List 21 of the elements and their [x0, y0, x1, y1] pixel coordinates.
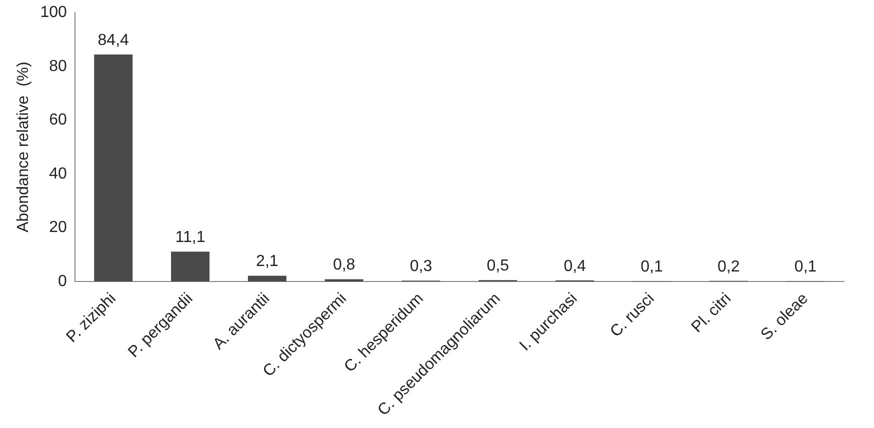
y-tick-label: 100	[40, 4, 67, 22]
x-tick-label: Pl. citri	[688, 290, 735, 336]
data-label: 0,8	[332, 256, 356, 274]
y-axis-title: Abondance relative (%)	[15, 62, 32, 232]
y-tick-label: 40	[49, 165, 67, 182]
bar	[248, 276, 286, 282]
bar	[94, 54, 133, 282]
data-label: 0,3	[410, 258, 432, 276]
data-label: 0,5	[486, 258, 510, 275]
bar	[171, 252, 210, 282]
data-label: 0,4	[564, 258, 586, 275]
data-label: 2,1	[256, 253, 278, 270]
data-label: 84,4	[98, 32, 130, 49]
data-label: 0,1	[794, 258, 817, 276]
y-tick-label: 60	[49, 112, 67, 129]
data-label: 0,2	[718, 258, 740, 276]
y-tick-label: 80	[49, 58, 67, 75]
data-label: 11,1	[175, 229, 206, 246]
y-tick-label: 20	[49, 219, 67, 236]
data-label: 0,1	[640, 258, 663, 276]
y-tick-label: 0	[58, 272, 67, 290]
